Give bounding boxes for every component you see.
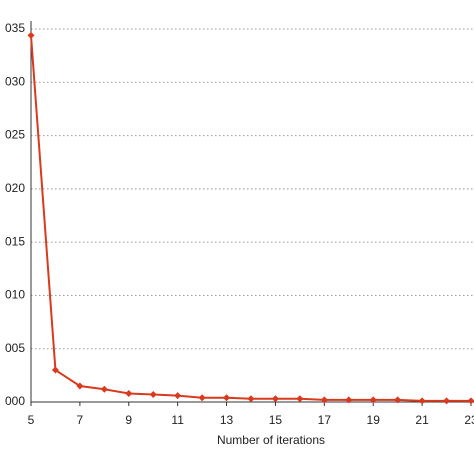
y-tick-label: 030 (5, 74, 25, 88)
x-tick-label: 7 (77, 413, 84, 427)
x-tick-label: 19 (367, 413, 381, 427)
y-tick-label: 015 (5, 234, 25, 248)
data-point (174, 392, 182, 400)
x-tick-label: 21 (415, 413, 429, 427)
x-tick-label: 13 (220, 413, 234, 427)
data-point (223, 394, 231, 402)
x-tick-label: 23 (464, 413, 474, 427)
data-line (30, 35, 471, 402)
x-tick-label: 15 (269, 413, 283, 427)
y-tick-label: 025 (5, 128, 25, 142)
data-point (418, 397, 426, 405)
data-point (394, 396, 402, 404)
x-tick-label: 11 (171, 413, 184, 427)
data-point (271, 395, 279, 403)
data-point (369, 396, 377, 404)
y-tick-label: 010 (5, 288, 25, 302)
data-point (125, 389, 133, 397)
x-tick-label: 5 (28, 413, 35, 427)
y-tick-label: 020 (5, 181, 25, 195)
data-point (198, 394, 206, 402)
x-tick-label: 17 (318, 413, 332, 427)
data-point (149, 391, 157, 399)
data-point (443, 397, 451, 405)
data-point (51, 366, 59, 374)
data-point (467, 397, 474, 405)
x-tick-label: 9 (125, 413, 132, 427)
data-point (27, 31, 35, 39)
x-axis-label: Number of iterations (217, 433, 325, 447)
data-point (76, 382, 84, 390)
data-point (345, 396, 353, 404)
data-point (320, 396, 328, 404)
y-tick-label: 000 (5, 394, 25, 408)
data-point (100, 385, 108, 393)
data-point (296, 395, 304, 403)
data-point (247, 395, 255, 403)
y-tick-label: 005 (5, 341, 25, 355)
y-tick-label: 035 (5, 21, 25, 35)
